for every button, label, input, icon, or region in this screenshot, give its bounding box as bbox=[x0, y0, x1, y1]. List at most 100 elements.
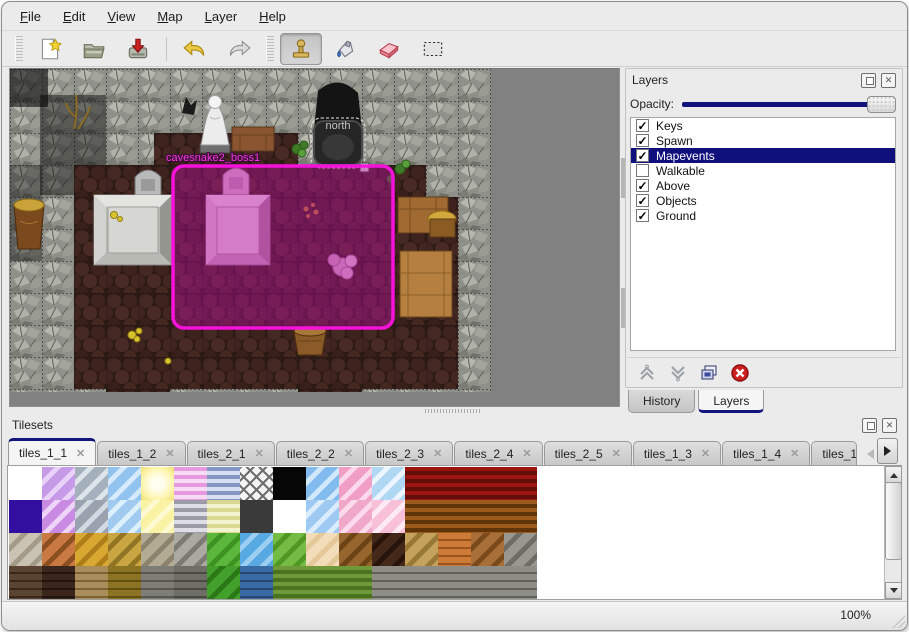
palette-tile-0-1[interactable] bbox=[42, 467, 75, 500]
palette-tile-0-9[interactable] bbox=[306, 467, 339, 500]
palette-tile-3-3[interactable] bbox=[108, 566, 141, 599]
tileset-tab-tiles_1_4[interactable]: tiles_1_4 ✕ bbox=[722, 441, 811, 465]
palette-scrollbar[interactable] bbox=[884, 466, 902, 599]
raise-layer-button[interactable] bbox=[637, 363, 657, 383]
horizontal-splitter[interactable] bbox=[2, 407, 907, 414]
palette-tile-2-11[interactable] bbox=[372, 533, 405, 566]
palette-tile-1-2[interactable] bbox=[75, 500, 108, 533]
palette-tile-2-4[interactable] bbox=[141, 533, 174, 566]
palette-tile-0-2[interactable] bbox=[75, 467, 108, 500]
palette-tile-1-5[interactable] bbox=[174, 500, 207, 533]
select-tool-button[interactable] bbox=[412, 33, 454, 65]
close-panel-icon[interactable]: ✕ bbox=[882, 417, 897, 433]
palette-tile-0-8[interactable] bbox=[273, 467, 306, 500]
close-tab-icon[interactable]: ✕ bbox=[611, 448, 621, 460]
tileset-tab-tiles_1_[interactable]: tiles_1_ bbox=[811, 441, 858, 465]
layer-checkbox[interactable]: ✓ bbox=[636, 193, 649, 208]
layer-checkbox[interactable]: ✓ bbox=[636, 133, 649, 148]
eraser-tool-button[interactable] bbox=[368, 33, 410, 65]
scrollbar-thumb[interactable] bbox=[885, 482, 902, 560]
dock-tab-history[interactable]: History bbox=[628, 390, 696, 413]
stamp-tool-button[interactable] bbox=[280, 32, 322, 65]
dock-tab-layers[interactable]: Layers bbox=[698, 390, 765, 413]
tileset-tab-tiles_2_4[interactable]: tiles_2_4 ✕ bbox=[454, 441, 543, 465]
palette-tile-2-5[interactable] bbox=[174, 533, 207, 566]
save-file-button[interactable] bbox=[117, 33, 159, 65]
palette-tile-2-0[interactable] bbox=[9, 533, 42, 566]
palette-tile-1-14[interactable] bbox=[471, 500, 504, 533]
palette-tile-2-8[interactable] bbox=[273, 533, 306, 566]
scroll-up-button[interactable] bbox=[885, 466, 902, 483]
menu-file[interactable]: File bbox=[20, 9, 41, 24]
palette-tile-3-1[interactable] bbox=[42, 566, 75, 599]
layer-row-ground[interactable]: ✓ Ground bbox=[631, 208, 895, 223]
palette-tile-0-4[interactable] bbox=[141, 467, 174, 500]
palette-tile-1-0[interactable] bbox=[9, 500, 42, 533]
palette-tile-1-4[interactable] bbox=[141, 500, 174, 533]
palette-tile-0-7[interactable] bbox=[240, 467, 273, 500]
palette-tile-1-6[interactable] bbox=[207, 500, 240, 533]
palette-tile-2-9[interactable] bbox=[306, 533, 339, 566]
palette-tile-2-10[interactable] bbox=[339, 533, 372, 566]
palette-tile-3-12[interactable] bbox=[405, 566, 438, 599]
menu-layer[interactable]: Layer bbox=[204, 9, 238, 24]
close-tab-icon[interactable]: ✕ bbox=[165, 448, 175, 460]
palette-tile-0-0[interactable] bbox=[9, 467, 42, 500]
layer-row-walkable[interactable]: Walkable bbox=[631, 163, 895, 178]
fill-tool-button[interactable] bbox=[324, 33, 366, 65]
palette-tile-3-8[interactable] bbox=[273, 566, 306, 599]
close-tab-icon[interactable]: ✕ bbox=[522, 448, 532, 460]
opacity-slider[interactable] bbox=[682, 96, 896, 113]
palette-tile-2-2[interactable] bbox=[75, 533, 108, 566]
tileset-tab-tiles_1_1[interactable]: tiles_1_1 ✕ bbox=[8, 438, 97, 465]
tab-scroll-right-button[interactable] bbox=[877, 438, 899, 464]
delete-layer-button[interactable] bbox=[730, 363, 750, 383]
palette-tile-0-12[interactable] bbox=[405, 467, 438, 500]
duplicate-layer-button[interactable] bbox=[699, 363, 719, 383]
palette-tile-2-15[interactable] bbox=[504, 533, 537, 566]
vertical-splitter[interactable] bbox=[621, 68, 625, 407]
layer-row-objects[interactable]: ✓ Objects bbox=[631, 193, 895, 208]
palette-tile-1-10[interactable] bbox=[339, 500, 372, 533]
palette-tile-2-6[interactable] bbox=[207, 533, 240, 566]
palette-tile-1-15[interactable] bbox=[504, 500, 537, 533]
palette-tile-3-13[interactable] bbox=[438, 566, 471, 599]
lower-layer-button[interactable] bbox=[668, 363, 688, 383]
palette-tile-0-6[interactable] bbox=[207, 467, 240, 500]
palette-tile-3-9[interactable] bbox=[306, 566, 339, 599]
tileset-tab-tiles_1_2[interactable]: tiles_1_2 ✕ bbox=[97, 441, 186, 465]
event-selection-rect[interactable] bbox=[171, 164, 395, 330]
close-panel-icon[interactable]: ✕ bbox=[881, 72, 896, 88]
palette-tile-1-12[interactable] bbox=[405, 500, 438, 533]
palette-tile-2-13[interactable] bbox=[438, 533, 471, 566]
layer-checkbox[interactable]: ✓ bbox=[636, 178, 649, 193]
layer-checkbox[interactable]: ✓ bbox=[636, 148, 649, 163]
palette-tile-3-10[interactable] bbox=[339, 566, 372, 599]
open-file-button[interactable] bbox=[73, 33, 115, 65]
palette-tile-3-2[interactable] bbox=[75, 566, 108, 599]
palette-tile-1-11[interactable] bbox=[372, 500, 405, 533]
layer-checkbox[interactable]: ✓ bbox=[636, 118, 649, 133]
redo-button[interactable] bbox=[218, 33, 260, 65]
palette-tile-1-3[interactable] bbox=[108, 500, 141, 533]
tileset-tab-tiles_2_3[interactable]: tiles_2_3 ✕ bbox=[365, 441, 454, 465]
palette-tile-0-10[interactable] bbox=[339, 467, 372, 500]
menu-map[interactable]: Map bbox=[157, 9, 183, 24]
layer-row-spawn[interactable]: ✓ Spawn bbox=[631, 133, 895, 148]
palette-tile-3-5[interactable] bbox=[174, 566, 207, 599]
palette-tile-1-9[interactable] bbox=[306, 500, 339, 533]
palette-tile-2-14[interactable] bbox=[471, 533, 504, 566]
menu-edit[interactable]: Edit bbox=[62, 9, 86, 24]
palette-tile-3-15[interactable] bbox=[504, 566, 537, 599]
tileset-tab-tiles_2_1[interactable]: tiles_2_1 ✕ bbox=[186, 441, 275, 465]
close-tab-icon[interactable]: ✕ bbox=[254, 448, 264, 460]
menu-help[interactable]: Help bbox=[259, 9, 286, 24]
map-viewport[interactable]: north bbox=[9, 68, 620, 407]
window-resize-grip[interactable] bbox=[888, 611, 905, 628]
palette-tile-0-5[interactable] bbox=[174, 467, 207, 500]
float-panel-icon[interactable] bbox=[862, 417, 877, 433]
map-canvas[interactable]: north bbox=[10, 69, 491, 392]
palette-tile-1-13[interactable] bbox=[438, 500, 471, 533]
palette-tile-3-7[interactable] bbox=[240, 566, 273, 599]
float-panel-icon[interactable] bbox=[861, 72, 876, 88]
